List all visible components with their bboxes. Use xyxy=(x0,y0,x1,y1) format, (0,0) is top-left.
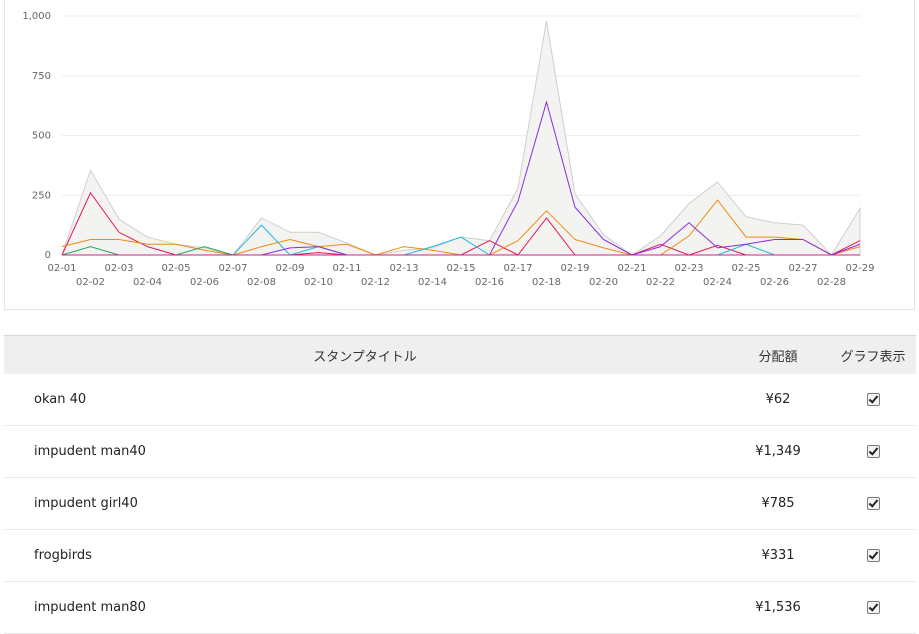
x-tick-label: 02-24 xyxy=(703,277,732,288)
graph-display-checkbox[interactable] xyxy=(866,393,880,406)
x-tick-label: 02-22 xyxy=(646,277,675,288)
x-tick-label: 02-05 xyxy=(161,263,190,274)
check-icon xyxy=(868,393,878,404)
x-tick-label: 02-20 xyxy=(589,277,618,288)
x-tick-label: 02-16 xyxy=(475,277,504,288)
x-tick-label: 02-28 xyxy=(817,277,846,288)
amount-value: ¥1,536 xyxy=(755,600,801,615)
y-tick-label: 0 xyxy=(45,250,51,261)
x-tick-label: 02-17 xyxy=(503,263,532,274)
graph-toggle[interactable] xyxy=(830,496,916,511)
x-tick-label: 02-11 xyxy=(332,263,361,274)
x-tick-label: 02-08 xyxy=(247,277,276,288)
graph-display-checkbox[interactable] xyxy=(866,549,880,562)
x-tick-label: 02-09 xyxy=(275,263,304,274)
graph-toggle[interactable] xyxy=(830,392,916,407)
x-tick-label: 02-29 xyxy=(845,263,874,274)
x-tick-label: 02-03 xyxy=(104,263,133,274)
graph-display-checkbox[interactable] xyxy=(866,601,880,614)
table-row: okan 40 ¥62 xyxy=(4,374,916,426)
graph-toggle[interactable] xyxy=(830,600,916,615)
stamp-title[interactable]: impudent man40 xyxy=(34,444,146,459)
stamp-title[interactable]: frogbirds xyxy=(34,548,92,563)
x-tick-label: 02-23 xyxy=(674,263,703,274)
x-tick-label: 02-13 xyxy=(389,263,418,274)
header-stamp-title[interactable]: スタンプタイトル xyxy=(313,349,417,365)
stamp-title[interactable]: okan 40 xyxy=(34,392,87,407)
y-tick-label: 1,000 xyxy=(22,11,51,22)
table-row: frogbirds ¥331 xyxy=(4,530,916,582)
header-amount[interactable]: 分配額 xyxy=(726,345,830,365)
graph-toggle[interactable] xyxy=(830,548,916,563)
stamp-title[interactable]: impudent girl40 xyxy=(34,496,138,511)
x-tick-label: 02-18 xyxy=(532,277,561,288)
x-tick-label: 02-15 xyxy=(446,263,475,274)
y-tick-label: 500 xyxy=(32,131,51,142)
x-tick-label: 02-02 xyxy=(76,277,105,288)
chart-panel: 0 250 500 750 1,000 02-01 02-02 02-03 02-04 02-05… xyxy=(4,0,915,310)
graph-display-checkbox[interactable] xyxy=(866,497,880,510)
graph-display-checkbox[interactable] xyxy=(866,445,880,458)
x-tick-label: 02-14 xyxy=(418,277,447,288)
amount-value: ¥331 xyxy=(761,548,795,563)
stamp-title[interactable]: impudent man80 xyxy=(34,600,146,615)
table-row: impudent girl40 ¥785 xyxy=(4,478,916,530)
x-tick-label: 02-04 xyxy=(133,277,162,288)
table-header: スタンプタイトル 分配額 グラフ表示 xyxy=(4,335,916,374)
table-row: impudent man80 ¥1,536 xyxy=(4,582,916,634)
check-icon xyxy=(868,497,878,508)
y-tick-label: 750 xyxy=(32,71,51,82)
x-tick-label: 02-21 xyxy=(617,263,646,274)
x-tick-label: 02-25 xyxy=(731,263,760,274)
amount-value: ¥62 xyxy=(765,392,791,407)
amount-value: ¥785 xyxy=(761,496,795,511)
y-tick-label: 250 xyxy=(32,190,51,201)
graph-toggle[interactable] xyxy=(830,444,916,459)
check-icon xyxy=(868,549,878,560)
x-tick-label: 02-07 xyxy=(218,263,247,274)
check-icon xyxy=(868,601,878,612)
x-tick-label: 02-26 xyxy=(760,277,789,288)
stamp-table: スタンプタイトル 分配額 グラフ表示 okan 40 ¥62 impudent ma… xyxy=(4,335,916,634)
check-icon xyxy=(868,445,878,456)
table-row: impudent man40 ¥1,349 xyxy=(4,426,916,478)
x-tick-label: 02-06 xyxy=(190,277,219,288)
x-tick-label: 02-01 xyxy=(47,263,76,274)
total-area xyxy=(61,20,861,256)
table-body: okan 40 ¥62 impudent man40 ¥1,349 impudent g… xyxy=(4,374,916,634)
x-tick-label: 02-19 xyxy=(560,263,589,274)
x-tick-label: 02-27 xyxy=(788,263,817,274)
x-tick-label: 02-10 xyxy=(304,277,333,288)
amount-value: ¥1,349 xyxy=(755,444,801,459)
x-tick-label: 02-12 xyxy=(361,277,390,288)
header-graph-display: グラフ表示 xyxy=(840,349,906,365)
